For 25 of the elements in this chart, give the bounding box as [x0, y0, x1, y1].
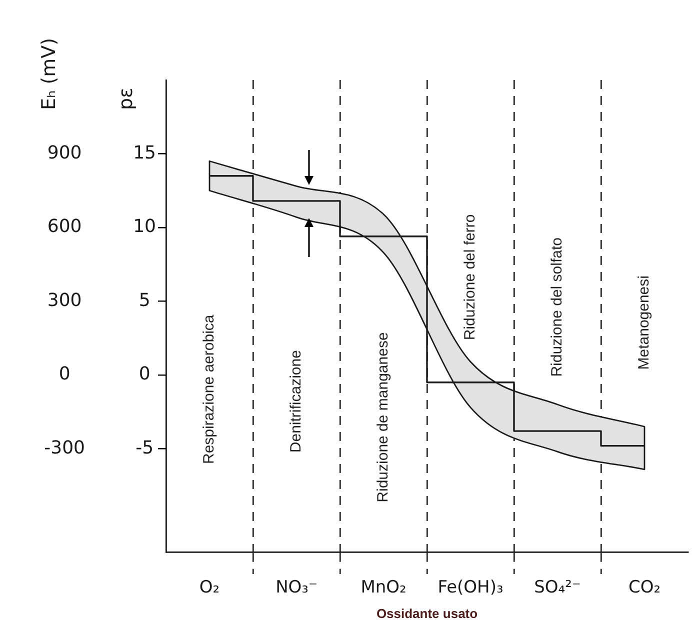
y2-axis-title: Eₕ (mV) [38, 38, 60, 110]
annotation: Riduzione de manganese [374, 332, 392, 502]
y2-tick-label: 300 [47, 290, 82, 311]
y-axis-title: pε [114, 88, 137, 110]
annotation: Riduzione del solfato [548, 238, 566, 377]
x-tick-label: Fe(OH)₃ [438, 578, 504, 598]
annotation: Metanogenesi [636, 276, 653, 370]
y-tick-label: 5 [138, 290, 150, 311]
y2-tick-label: 0 [58, 364, 70, 385]
y2-tick-label: 600 [47, 216, 82, 238]
x-tick-label: SO₄²⁻ [534, 578, 581, 598]
y2-tick-label: 900 [47, 142, 82, 164]
x-tick-label: O₂ [199, 578, 220, 598]
x-axis-title: Ossidante usato [376, 606, 478, 621]
x-tick-label: CO₂ [628, 578, 661, 598]
y-tick-label: 15 [133, 142, 156, 164]
y-tick-label: 0 [138, 364, 150, 385]
annotation: Respirazione aerobica [200, 314, 218, 464]
y2-tick-label: -300 [44, 437, 86, 458]
x-tick-label: NO₃⁻ [276, 578, 318, 598]
y-tick-label: -5 [136, 437, 154, 458]
y-tick-label: 10 [133, 216, 156, 238]
x-tick-label: MnO₂ [360, 578, 406, 598]
annotation: Riduzione del ferro [462, 214, 479, 340]
annotation: Denitrificazione [288, 350, 305, 453]
